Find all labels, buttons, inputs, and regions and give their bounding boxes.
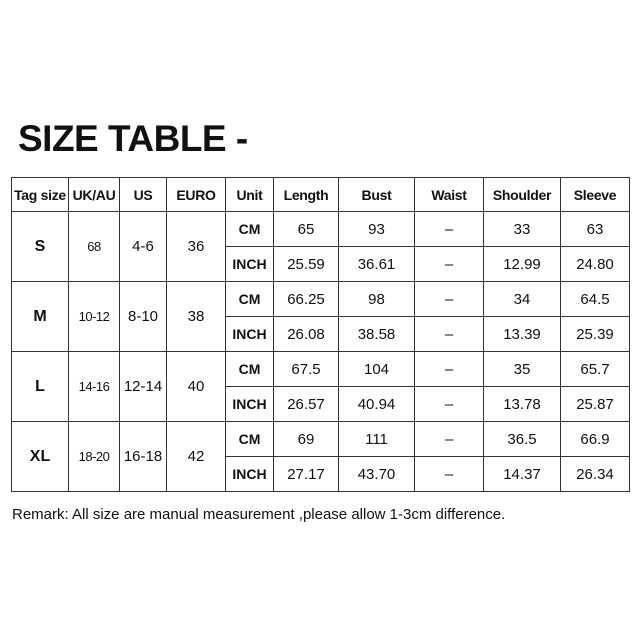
column-header: Unit: [225, 177, 274, 212]
tag-size-cell: M: [11, 281, 69, 352]
sleeve-cell: 64.5: [560, 281, 630, 317]
us-cell: 8-10: [119, 281, 167, 352]
shoulder-cell: 14.37: [483, 456, 561, 492]
column-header: UK/AU: [68, 177, 120, 212]
column-header: Tag size: [11, 177, 69, 212]
us-cell: 4-6: [119, 211, 167, 282]
bust-cell: 98: [338, 281, 415, 317]
waist-cell: –: [414, 421, 484, 457]
bust-cell: 40.94: [338, 386, 415, 422]
length-cell: 26.57: [273, 386, 339, 422]
table-row: INCH 25.59 36.61–12.99 24.80: [12, 246, 630, 282]
sleeve-cell: 63: [560, 211, 630, 247]
sleeve-cell: 25.39: [560, 316, 630, 352]
unit-cell: CM: [225, 421, 274, 457]
page-title: SIZE TABLE -: [18, 118, 248, 159]
shoulder-cell: 34: [483, 281, 561, 317]
remark-text: Remark: All size are manual measurement …: [12, 506, 506, 523]
euro-cell: 38: [166, 281, 226, 352]
waist-cell: –: [414, 386, 484, 422]
table-row: INCH 26.57 40.94–13.78 25.87: [12, 386, 630, 422]
uk-au-cell: 68: [68, 211, 120, 282]
us-cell: 12-14: [119, 351, 167, 422]
tag-size-cell: L: [11, 351, 69, 422]
waist-cell: –: [414, 351, 484, 387]
sleeve-cell: 65.7: [560, 351, 630, 387]
length-cell: 25.59: [273, 246, 339, 282]
column-header: US: [119, 177, 167, 212]
length-cell: 66.25: [273, 281, 339, 317]
table-row: INCH 27.17 43.70–14.37 26.34: [12, 456, 630, 492]
table-row: M 10-12 8-10 38 CM 66.25 98–34 64.5: [11, 281, 630, 352]
length-cell: 27.17: [273, 456, 339, 492]
column-header: Length: [273, 177, 339, 212]
uk-au-cell: 14-16: [68, 351, 120, 422]
bust-cell: 111: [338, 421, 415, 457]
unit-cell: INCH: [225, 316, 274, 352]
sleeve-cell: 66.9: [560, 421, 630, 457]
waist-cell: –: [414, 211, 484, 247]
table-row: XL 18-20 16-18 42 CM 69 111–36.5 66.9: [11, 421, 630, 492]
table-row: INCH 26.08 38.58–13.39 25.39: [12, 316, 630, 352]
length-cell: 67.5: [273, 351, 339, 387]
sleeve-cell: 25.87: [560, 386, 630, 422]
table-row: S 68 4-6 36 CM 65 93–33 63: [11, 211, 630, 282]
length-cell: 65: [273, 211, 339, 247]
unit-cell: INCH: [225, 246, 274, 282]
table-header: Tag size UK/AU US EURO Unit Length Bust Waist Sh…: [11, 177, 630, 212]
waist-cell: –: [414, 246, 484, 282]
bust-cell: 38.58: [338, 316, 415, 352]
column-header: Bust: [338, 177, 415, 212]
shoulder-cell: 33: [483, 211, 561, 247]
shoulder-cell: 36.5: [483, 421, 561, 457]
sleeve-cell: 26.34: [560, 456, 630, 492]
bust-cell: 104: [338, 351, 415, 387]
size-table: Tag size UK/AU US EURO Unit Length Bust Waist Sh…: [11, 177, 630, 492]
uk-au-cell: 10-12: [68, 281, 120, 352]
waist-cell: –: [414, 316, 484, 352]
uk-au-cell: 18-20: [68, 421, 120, 492]
column-header: Waist: [414, 177, 484, 212]
us-cell: 16-18: [119, 421, 167, 492]
euro-cell: 40: [166, 351, 226, 422]
unit-cell: CM: [225, 351, 274, 387]
column-header: Shoulder: [483, 177, 561, 212]
shoulder-cell: 13.78: [483, 386, 561, 422]
unit-cell: CM: [225, 211, 274, 247]
euro-cell: 36: [166, 211, 226, 282]
tag-size-cell: XL: [11, 421, 69, 492]
column-header: Sleeve: [560, 177, 630, 212]
length-cell: 69: [273, 421, 339, 457]
shoulder-cell: 13.39: [483, 316, 561, 352]
column-header: EURO: [166, 177, 226, 212]
shoulder-cell: 35: [483, 351, 561, 387]
shoulder-cell: 12.99: [483, 246, 561, 282]
waist-cell: –: [414, 456, 484, 492]
bust-cell: 36.61: [338, 246, 415, 282]
unit-cell: CM: [225, 281, 274, 317]
euro-cell: 42: [166, 421, 226, 492]
table-row: L 14-16 12-14 40 CM 67.5 104–35 65.7: [11, 351, 630, 422]
unit-cell: INCH: [225, 386, 274, 422]
unit-cell: INCH: [225, 456, 274, 492]
bust-cell: 93: [338, 211, 415, 247]
bust-cell: 43.70: [338, 456, 415, 492]
waist-cell: –: [414, 281, 484, 317]
tag-size-cell: S: [11, 211, 69, 282]
sleeve-cell: 24.80: [560, 246, 630, 282]
length-cell: 26.08: [273, 316, 339, 352]
